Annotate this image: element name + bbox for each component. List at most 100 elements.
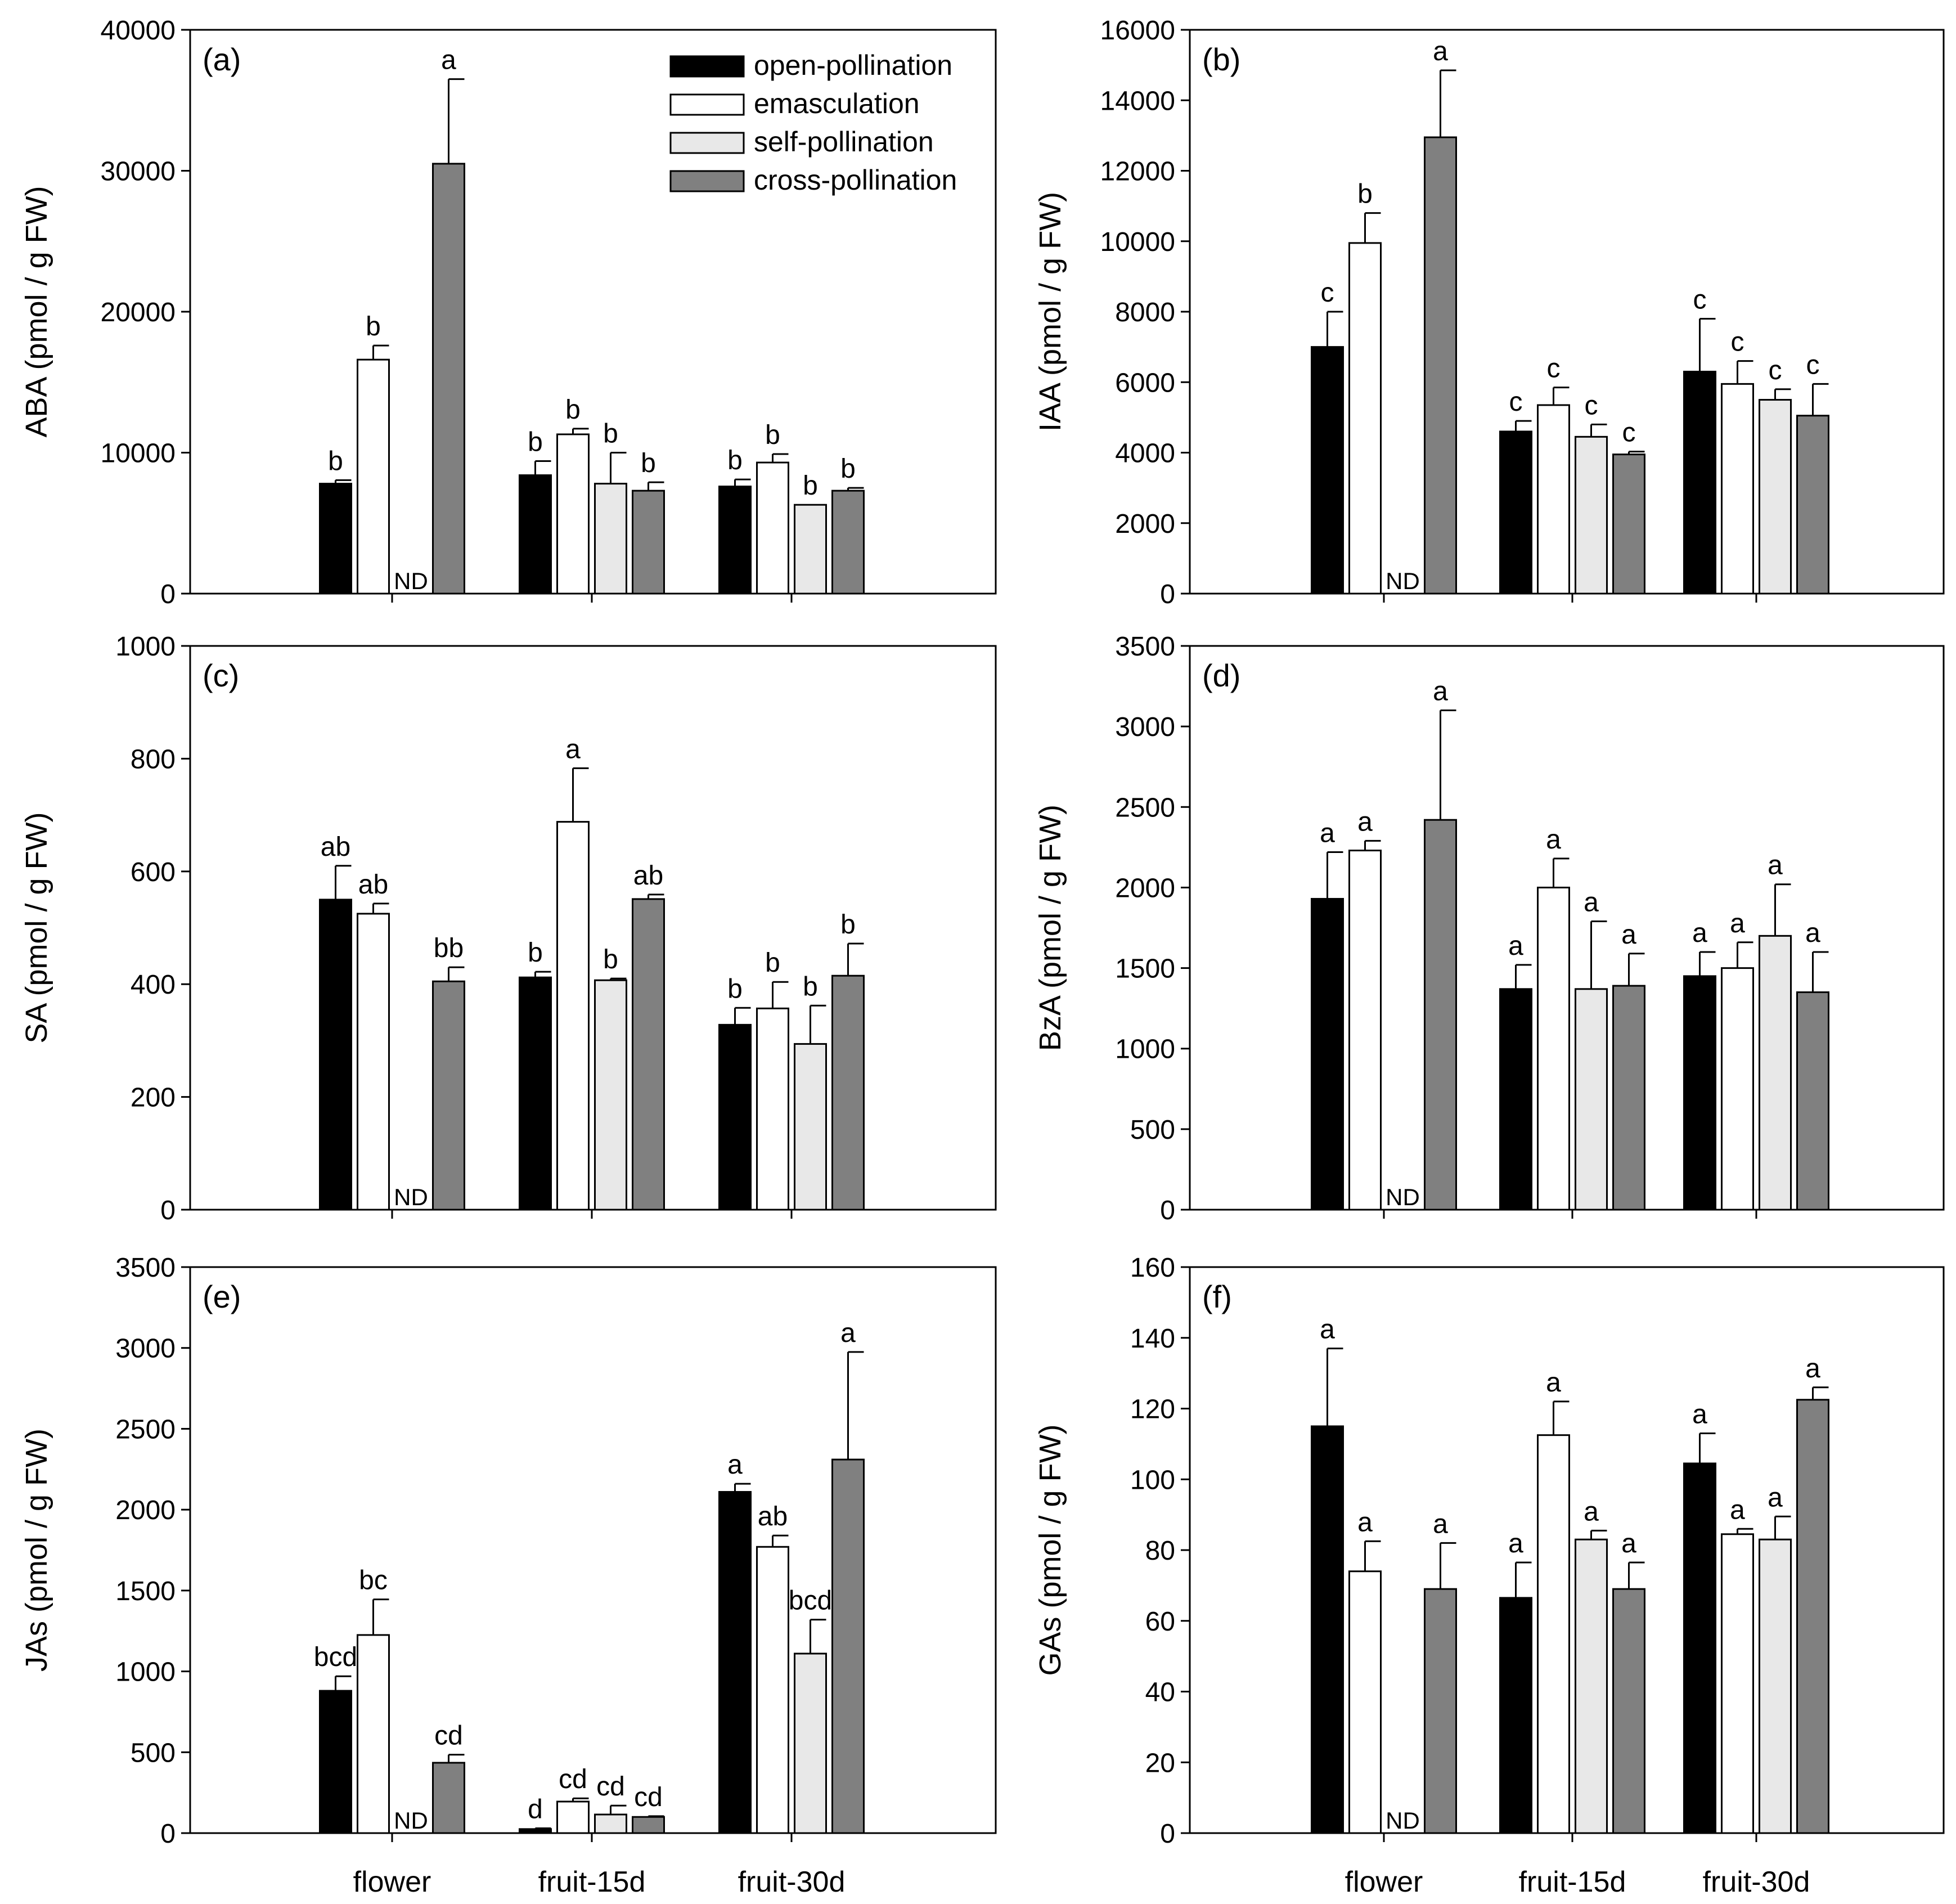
significance-letter: a [1357,1507,1373,1537]
x-tick-label: fruit-30d [1703,1866,1810,1898]
y-axis-label: GAs (pmol / g FW) [1033,1424,1067,1676]
chart-panel-a: 0 10000 20000 30000 40000 ABA (pmol / g FW) (a… [20,16,997,609]
significance-letter: b [603,945,618,975]
bar [1759,1538,1792,1834]
bar [556,433,590,595]
significance-letter: a [1320,818,1335,848]
bar [632,490,665,595]
significance-letter: cd [559,1764,587,1794]
y-tick-label: 100 [1130,1465,1175,1495]
nd-label: ND [1386,568,1420,594]
y-tick-label: 30000 [101,157,176,187]
x-tick-label: fruit-30d [738,1866,846,1898]
bar [1575,1538,1608,1834]
legend-swatch [669,170,745,192]
significance-letter: a [1584,1497,1599,1526]
significance-letter: b [366,312,381,342]
plot-frame [189,1266,997,1834]
significance-letter: a [1433,1509,1448,1539]
significance-letter: b [565,395,581,425]
y-axis-label: BzA (pmol / g FW) [1033,805,1067,1051]
significance-letter: a [441,46,456,75]
bar [357,913,390,1211]
significance-letter: bcd [789,1586,832,1616]
significance-letter: a [1692,1400,1707,1430]
y-tick-label: 120 [1130,1395,1175,1425]
y-tick-label: 12000 [1100,157,1175,187]
bar [1499,430,1532,595]
bar [756,1546,789,1834]
y-tick-label: 0 [160,1196,176,1225]
bar [1721,1533,1754,1834]
panel-label: (c) [203,658,239,693]
significance-letter: c [1321,278,1334,308]
panel-label: (e) [203,1279,241,1314]
significance-letter: a [1433,677,1448,707]
panel-label: (f) [1202,1279,1232,1314]
bar [1537,404,1570,595]
y-tick-label: 500 [131,1738,176,1768]
bar [1424,1588,1457,1834]
significance-letter: bb [434,933,464,963]
y-tick-label: 60 [1145,1607,1175,1637]
bar [632,898,665,1211]
significance-letter: b [840,910,856,940]
bar [319,483,352,595]
bar [794,1043,827,1211]
y-tick-label: 1000 [115,632,176,662]
significance-letter: b [528,428,543,457]
significance-letter: a [1508,931,1523,961]
significance-letter: b [328,446,343,476]
y-tick-label: 600 [131,857,176,887]
bar [432,163,465,595]
y-tick-label: 2500 [115,1414,176,1444]
significance-letter: a [565,734,581,764]
bar [718,1491,752,1834]
significance-letter: a [1692,918,1707,948]
y-tick-label: 6000 [1115,368,1175,398]
panel-label: (d) [1202,658,1240,693]
bar [1311,897,1344,1211]
y-tick-label: 3000 [1115,712,1175,742]
y-tick-label: 0 [1160,1196,1175,1225]
panel-label: (b) [1202,42,1240,77]
significance-letter: a [1320,1315,1335,1345]
y-tick-label: 0 [160,580,176,609]
bar [1612,1588,1645,1834]
significance-letter: a [1730,1495,1745,1525]
bar [519,474,552,595]
y-tick-label: 40000 [101,16,176,46]
bar [1575,435,1608,595]
legend-swatch [669,93,745,116]
significance-letter: b [603,419,618,449]
bar [632,1816,665,1834]
nd-label: ND [394,568,428,594]
bar [1683,975,1716,1211]
significance-letter: ab [633,861,663,891]
bar [1348,1570,1382,1834]
y-tick-label: 4000 [1115,439,1175,469]
bar [319,899,352,1211]
bar [1683,1462,1716,1834]
y-tick-label: 2000 [1115,873,1175,903]
significance-letter: a [727,1450,743,1480]
bar [432,980,465,1211]
bar [1683,370,1716,595]
bar [1499,1597,1532,1834]
bar [1424,819,1457,1211]
y-axis-label: JAs (pmol / g FW) [20,1429,53,1672]
y-tick-label: 40 [1145,1678,1175,1708]
legend-label: emasculation [754,88,920,119]
bar [1348,850,1382,1211]
significance-letter: b [528,938,543,968]
significance-letter: b [765,420,780,450]
significance-letter: a [1768,1483,1783,1512]
y-tick-label: 14000 [1100,86,1175,116]
bar [519,976,552,1211]
significance-letter: a [1433,37,1448,66]
y-tick-label: 10000 [1100,227,1175,257]
significance-letter: b [1357,179,1373,209]
bar [1612,985,1645,1211]
